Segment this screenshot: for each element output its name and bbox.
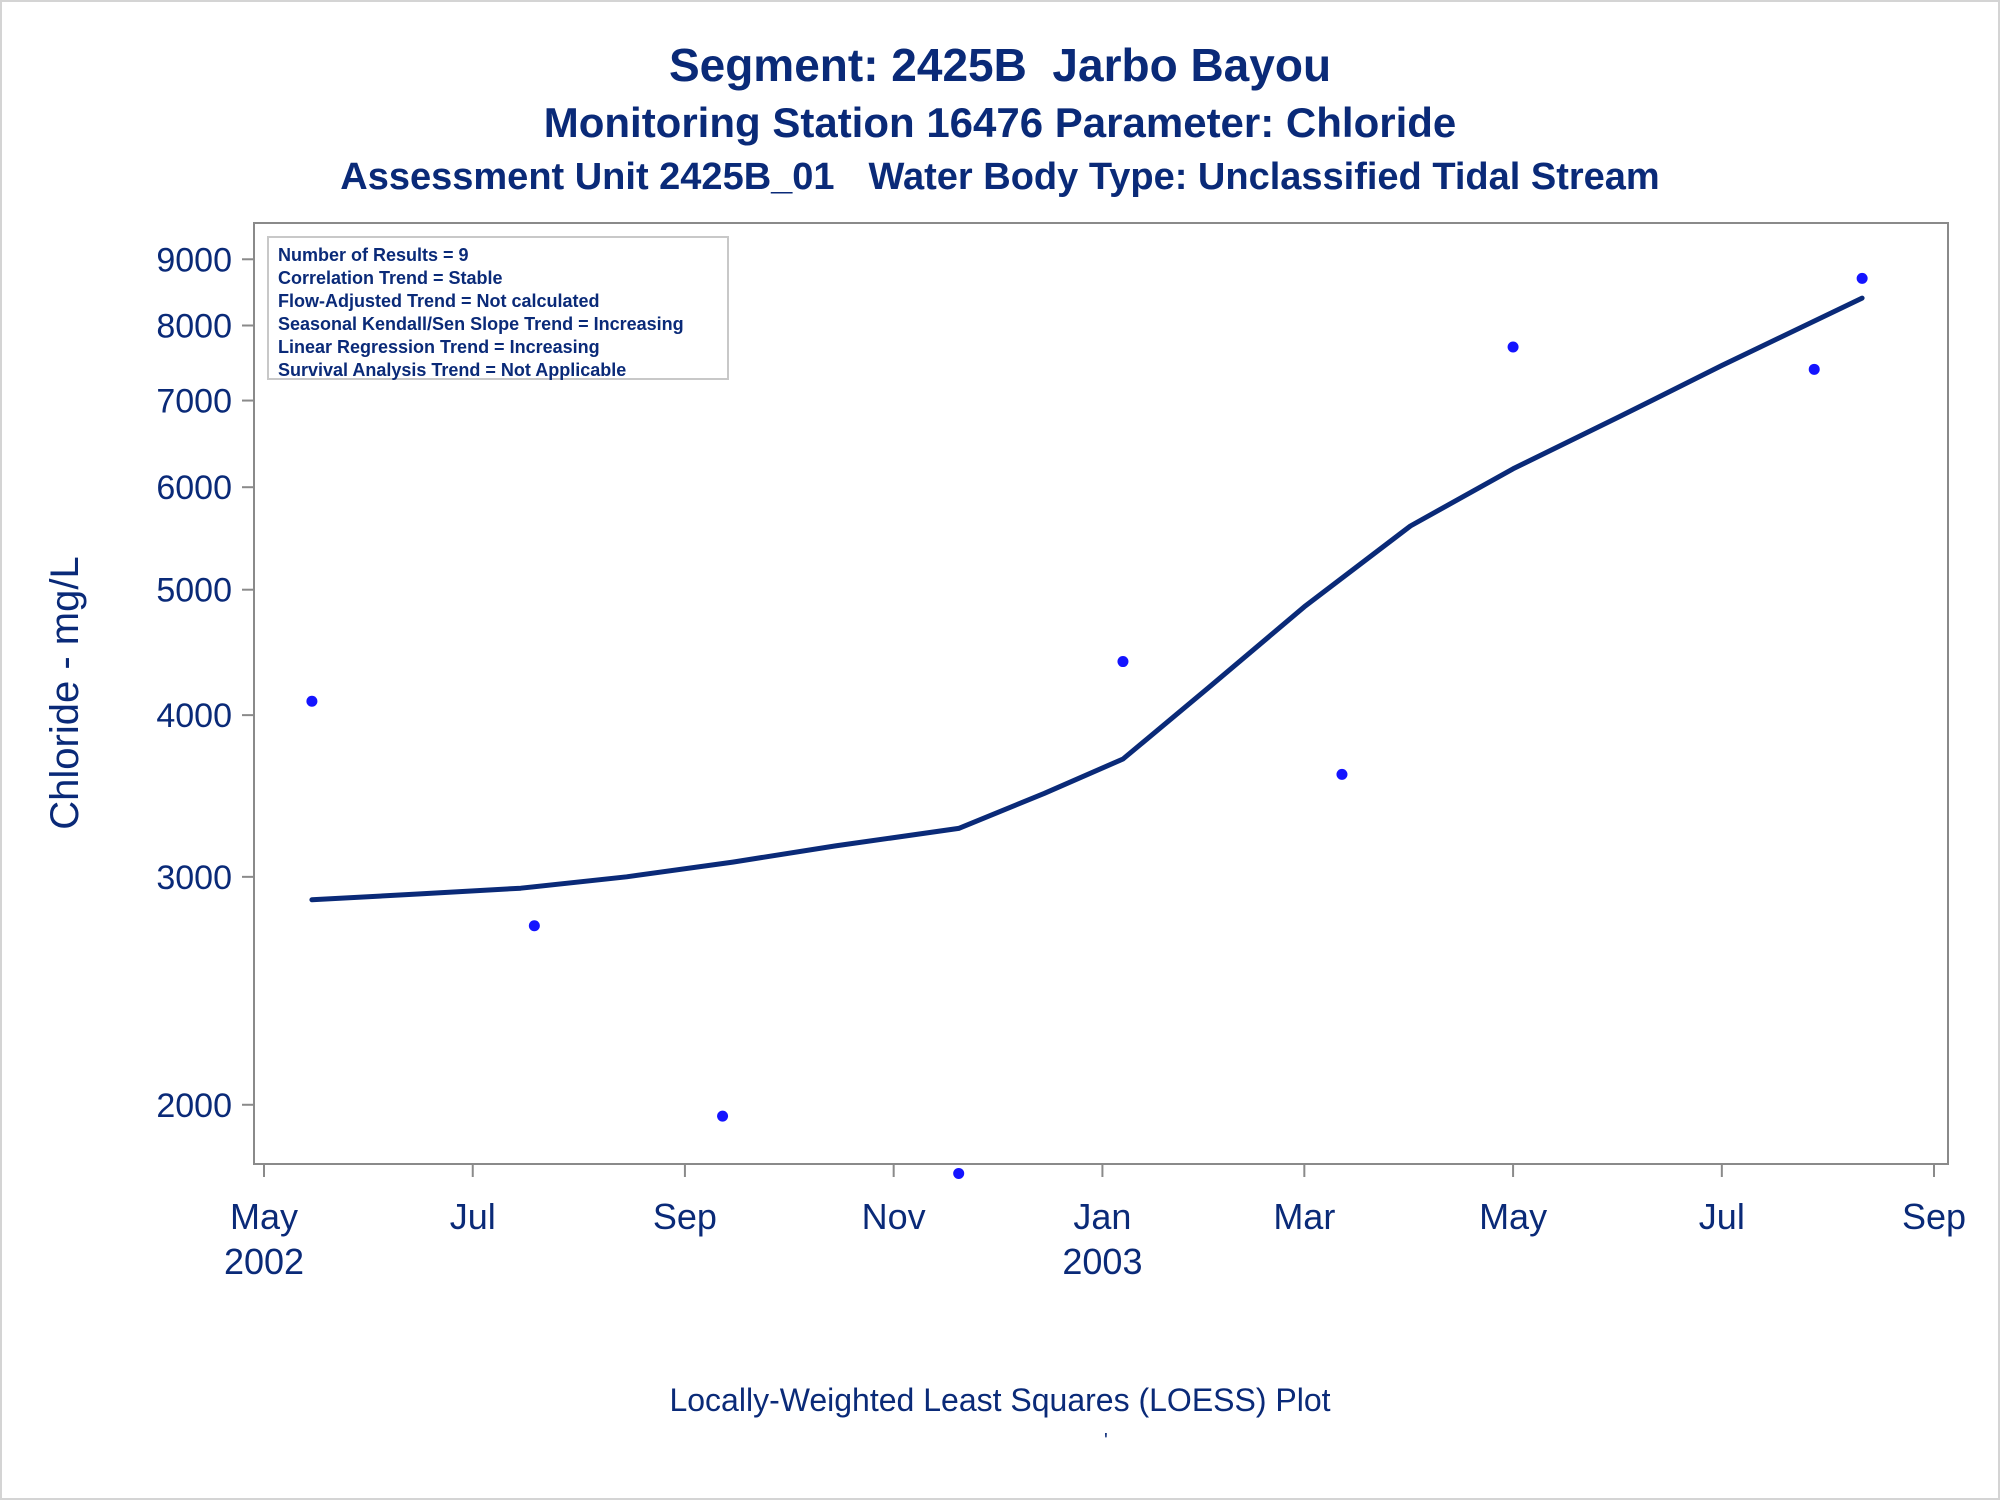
x-tick-label: Sep: [653, 1196, 717, 1237]
x-tick-label: Jul: [1699, 1196, 1745, 1237]
legend-line: Correlation Trend = Stable: [278, 268, 503, 288]
x-tick-label: Mar: [1273, 1196, 1335, 1237]
x-tick-label: Sep: [1902, 1196, 1966, 1237]
y-tick-label: 5000: [156, 572, 232, 610]
data-point: [1336, 768, 1348, 780]
legend-box: [267, 236, 729, 380]
legend-line: Linear Regression Trend = Increasing: [278, 337, 600, 357]
data-point: [1808, 363, 1820, 375]
y-tick-label: 2000: [156, 1087, 232, 1125]
y-tick-label: 7000: [156, 383, 232, 421]
y-tick-label: 3000: [156, 859, 232, 897]
x-tick-year-label: 2003: [1062, 1241, 1142, 1282]
chart-footnote: Locally-Weighted Least Squares (LOESS) P…: [669, 1382, 1331, 1418]
x-tick-year-label: 2002: [224, 1241, 304, 1282]
data-point: [1117, 656, 1129, 668]
x-tick-label: Nov: [862, 1196, 926, 1237]
x-tick-label: May: [1479, 1196, 1547, 1237]
data-point: [953, 1167, 965, 1179]
chart-subtitle: Monitoring Station 16476 Parameter: Chlo…: [543, 99, 1457, 146]
chart-title: Segment: 2425B Jarbo Bayou: [668, 39, 1332, 91]
y-axis: 2000 3000 4000 5000 6000 7000 8000 9000: [156, 241, 254, 1125]
x-tick-label: Jan: [1073, 1196, 1131, 1237]
data-point: [306, 695, 318, 707]
data-point: [528, 920, 540, 932]
y-axis-label: Chloride - mg/L: [43, 556, 87, 829]
y-tick-label: 9000: [156, 241, 232, 279]
loess-line: [309, 295, 1865, 903]
chart-subtitle-2: Assessment Unit 2425B_01 Water Body Type:…: [0, 156, 2000, 199]
loess-curve: [309, 295, 1865, 903]
legend-line: Survival Analysis Trend = Not Applicable: [278, 360, 626, 380]
x-tick-label: May: [230, 1196, 298, 1237]
y-tick-label: 4000: [156, 697, 232, 735]
data-point: [1856, 272, 1868, 284]
y-tick-label: 8000: [156, 307, 232, 345]
footnote-mark: ': [1104, 1430, 1108, 1452]
water-body-type-label: Water Body Type: Unclassified Tidal Stre…: [868, 156, 1660, 198]
data-points: [306, 272, 1868, 1179]
data-point: [717, 1110, 729, 1122]
data-point: [1507, 341, 1519, 353]
trend-legend: Number of Results = 9 Correlation Trend =…: [267, 236, 729, 380]
y-tick-label: 6000: [156, 469, 232, 507]
assessment-unit-label: Assessment Unit 2425B_01: [340, 156, 835, 198]
legend-line: Number of Results = 9: [278, 245, 469, 265]
legend-line: Flow-Adjusted Trend = Not calculated: [278, 291, 600, 311]
x-tick-label: Jul: [450, 1196, 496, 1237]
legend-line: Seasonal Kendall/Sen Slope Trend = Incre…: [278, 314, 684, 334]
